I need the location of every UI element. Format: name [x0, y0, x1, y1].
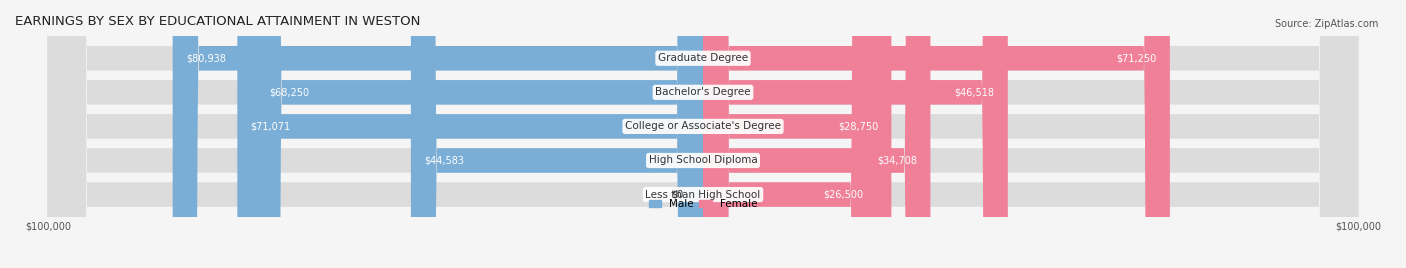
- Text: $44,583: $44,583: [425, 155, 464, 165]
- Text: $46,518: $46,518: [955, 87, 994, 97]
- FancyBboxPatch shape: [48, 0, 1358, 268]
- Text: Graduate Degree: Graduate Degree: [658, 53, 748, 63]
- FancyBboxPatch shape: [48, 0, 1358, 268]
- FancyBboxPatch shape: [411, 0, 703, 268]
- FancyBboxPatch shape: [703, 0, 1170, 268]
- Text: High School Diploma: High School Diploma: [648, 155, 758, 165]
- Text: $34,708: $34,708: [877, 155, 917, 165]
- FancyBboxPatch shape: [703, 0, 931, 268]
- Text: $80,938: $80,938: [186, 53, 225, 63]
- FancyBboxPatch shape: [48, 0, 1358, 268]
- Text: EARNINGS BY SEX BY EDUCATIONAL ATTAINMENT IN WESTON: EARNINGS BY SEX BY EDUCATIONAL ATTAINMEN…: [15, 15, 420, 28]
- FancyBboxPatch shape: [703, 0, 891, 268]
- FancyBboxPatch shape: [48, 0, 1358, 268]
- FancyBboxPatch shape: [238, 0, 703, 268]
- Text: $68,250: $68,250: [269, 87, 309, 97]
- Text: $71,250: $71,250: [1116, 53, 1157, 63]
- Text: $26,500: $26,500: [824, 189, 863, 200]
- FancyBboxPatch shape: [173, 0, 703, 268]
- Text: $0: $0: [671, 189, 683, 200]
- FancyBboxPatch shape: [48, 0, 1358, 268]
- Text: $71,071: $71,071: [250, 121, 291, 131]
- Text: Bachelor's Degree: Bachelor's Degree: [655, 87, 751, 97]
- Text: Less than High School: Less than High School: [645, 189, 761, 200]
- FancyBboxPatch shape: [703, 0, 876, 268]
- Text: $28,750: $28,750: [838, 121, 879, 131]
- FancyBboxPatch shape: [703, 0, 1008, 268]
- Text: Source: ZipAtlas.com: Source: ZipAtlas.com: [1274, 19, 1378, 29]
- FancyBboxPatch shape: [256, 0, 703, 268]
- Legend: Male, Female: Male, Female: [644, 195, 762, 213]
- Text: College or Associate's Degree: College or Associate's Degree: [626, 121, 780, 131]
